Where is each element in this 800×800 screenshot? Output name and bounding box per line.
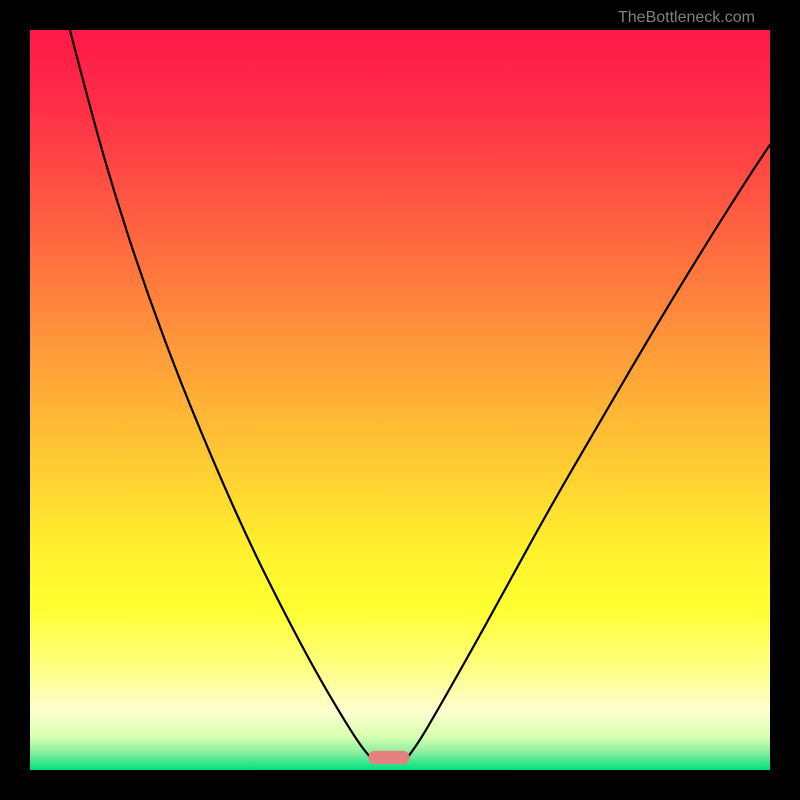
bottleneck-curve-chart: TheBottleneck.com — [0, 0, 800, 800]
optimal-marker — [369, 751, 410, 764]
plot-background — [30, 30, 770, 770]
attribution-text: TheBottleneck.com — [618, 9, 755, 26]
